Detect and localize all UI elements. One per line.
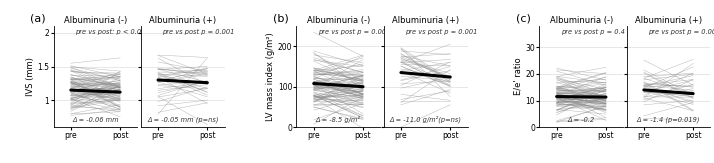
Text: pre vs post p = 0.004: pre vs post p = 0.004 (648, 29, 714, 35)
Text: Δ = -1.4 (p=0.019): Δ = -1.4 (p=0.019) (637, 117, 700, 123)
Title: Albuminuria (+): Albuminuria (+) (149, 16, 216, 25)
Text: Δ = -0.2: Δ = -0.2 (568, 117, 595, 123)
Text: (b): (b) (273, 14, 288, 24)
Title: Albuminuria (-): Albuminuria (-) (550, 16, 613, 25)
Text: Δ = -0.06 mm: Δ = -0.06 mm (72, 117, 119, 123)
Y-axis label: LV mass index (g/m²): LV mass index (g/m²) (266, 32, 275, 121)
Text: pre vs post p = 0.001: pre vs post p = 0.001 (162, 29, 234, 35)
Text: Δ = -11.0 g/m²(p=ns): Δ = -11.0 g/m²(p=ns) (390, 116, 461, 123)
Title: Albuminuria (-): Albuminuria (-) (307, 16, 370, 25)
Text: pre vs post p = 0.4: pre vs post p = 0.4 (560, 29, 625, 35)
Y-axis label: E/e' ratio: E/e' ratio (513, 58, 523, 95)
Text: pre vs post p = 0.001: pre vs post p = 0.001 (318, 29, 390, 35)
Text: (c): (c) (516, 14, 531, 24)
Text: pre vs post: p < 0.001: pre vs post: p < 0.001 (75, 29, 149, 35)
Title: Albuminuria (-): Albuminuria (-) (64, 16, 127, 25)
Text: (a): (a) (30, 14, 46, 24)
Title: Albuminuria (+): Albuminuria (+) (635, 16, 702, 25)
Text: Δ = -8.5 g/m²: Δ = -8.5 g/m² (316, 116, 361, 123)
Text: pre vs post p = 0.001: pre vs post p = 0.001 (405, 29, 477, 35)
Text: Δ = -0.05 mm (p=ns): Δ = -0.05 mm (p=ns) (147, 117, 218, 123)
Y-axis label: IVS (mm): IVS (mm) (26, 57, 34, 96)
Title: Albuminuria (+): Albuminuria (+) (392, 16, 459, 25)
